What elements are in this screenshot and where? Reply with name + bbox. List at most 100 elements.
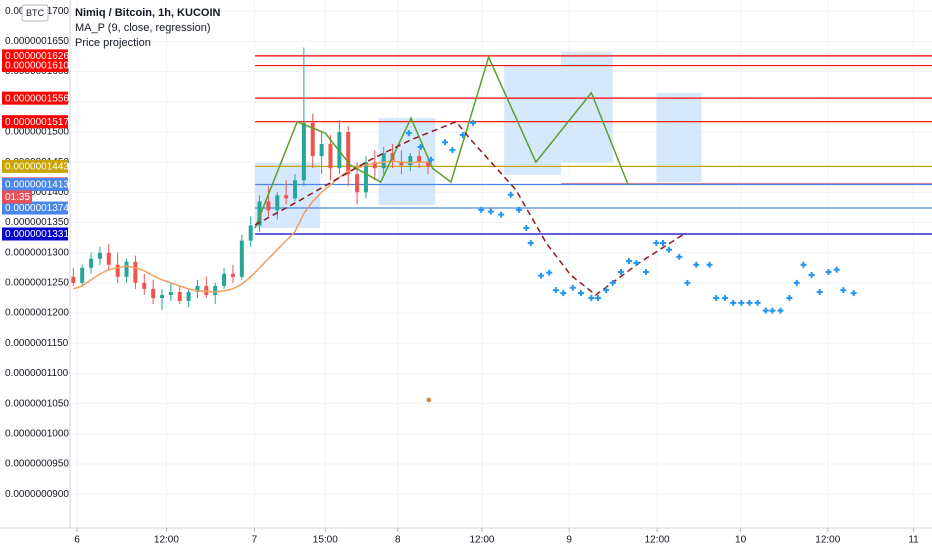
y-tick-label: 0.0000001400: [5, 187, 69, 198]
candle-body: [363, 162, 368, 193]
x-tick-label: 11: [908, 535, 919, 546]
x-tick-label: 12:00: [469, 535, 494, 546]
projection-zone: [504, 64, 562, 175]
projection-point: [786, 294, 793, 301]
chart-title: Nimiq / Bitcoin, 1h, KUCOIN: [75, 7, 221, 19]
candle-body: [346, 131, 351, 175]
level-label-bg: [2, 201, 68, 215]
y-tick-label: 0.0000000950: [5, 459, 69, 470]
candle-body: [142, 282, 147, 289]
level-label-bg: [2, 91, 68, 105]
candle-body: [115, 264, 120, 277]
level-label-bg: [2, 227, 68, 241]
candle-body: [195, 285, 200, 292]
projection-point: [569, 284, 576, 291]
candle-body: [275, 195, 280, 211]
candle-body: [222, 273, 227, 286]
candle-body: [168, 291, 173, 295]
candle-body: [160, 294, 165, 298]
candle-body: [89, 258, 94, 268]
level-label: 0.0000001413: [5, 180, 69, 191]
candle-body: [151, 288, 156, 298]
x-tick-label: 12:00: [154, 535, 179, 546]
projection-point: [722, 294, 729, 301]
price-axis-bg: [0, 0, 70, 528]
indicator-label: MA_P (9, close, regression): [75, 22, 211, 34]
candle-body: [230, 273, 235, 277]
y-tick-label: 0.0000001500: [5, 127, 69, 138]
y-tick-label: 0.0000001150: [5, 338, 69, 349]
candle-body: [417, 156, 422, 163]
projection-point: [417, 144, 424, 151]
level-label-bg: [2, 115, 68, 129]
candle-body: [328, 144, 333, 169]
currency: BTC: [26, 8, 45, 18]
candle-body: [204, 285, 209, 295]
projection-point: [603, 287, 610, 294]
candle-body: [177, 291, 182, 302]
projection-point: [840, 287, 847, 294]
candle-body: [372, 162, 377, 169]
projection-point: [793, 279, 800, 286]
projection-point: [507, 191, 514, 198]
projection-point: [816, 288, 823, 295]
projection-point: [738, 299, 745, 306]
candle-body: [284, 195, 289, 199]
projection-point: [577, 290, 584, 297]
projection-point: [487, 208, 494, 215]
level-label-bg: [2, 177, 68, 191]
currency-badge[interactable]: [21, 4, 49, 22]
zigzag-line: [254, 54, 629, 229]
trend-line: [254, 120, 687, 296]
x-tick-label: 12:00: [815, 535, 840, 546]
projection-point: [527, 240, 534, 247]
y-tick-label: 0.0000001200: [5, 308, 69, 319]
level-label: 0.0000001610: [5, 61, 69, 72]
projection-point: [754, 299, 761, 306]
projection-point: [653, 240, 660, 247]
indicator-label: Price projection: [75, 37, 151, 49]
y-tick-label: 0.0000001650: [5, 36, 69, 47]
level-label: 0.0000001626: [5, 51, 69, 62]
projection-point: [746, 299, 753, 306]
y-tick-label: 0.0000001350: [5, 217, 69, 228]
level-label: 0.0000001517: [5, 117, 69, 128]
projection-point: [470, 119, 477, 126]
x-tick-label: 7: [252, 535, 258, 546]
candle-body: [239, 240, 244, 277]
candle-body: [301, 122, 306, 181]
y-tick-label: 0.0000001050: [5, 398, 69, 409]
projection-point: [546, 269, 553, 276]
y-tick-label: 0.0000001250: [5, 278, 69, 289]
level-label: 0.0000001374: [5, 203, 69, 214]
x-tick-label: 6: [74, 535, 80, 546]
candle-body: [319, 144, 324, 157]
x-tick-label: 12:00: [645, 535, 670, 546]
projection-point: [833, 266, 840, 273]
x-tick-label: 15:00: [313, 535, 338, 546]
candle-body: [213, 285, 218, 295]
candle-body: [293, 180, 298, 199]
projection-point: [762, 307, 769, 314]
candle-body: [80, 267, 85, 283]
projection-point: [560, 290, 567, 297]
candle-body: [381, 153, 386, 169]
candle-body: [186, 291, 191, 302]
countdown: 01:35: [5, 192, 30, 203]
projection-point: [478, 206, 485, 213]
projection-point: [808, 272, 815, 279]
projection-point: [617, 269, 624, 276]
candle-body: [133, 261, 138, 283]
projection-point: [626, 258, 633, 265]
projection-point: [459, 131, 466, 138]
projection-point: [660, 240, 667, 247]
level-label: 0.0000001556: [5, 93, 69, 104]
level-label-bg: [2, 59, 68, 73]
projection-point: [730, 299, 737, 306]
projection-point: [825, 269, 832, 276]
projection-point: [633, 259, 640, 266]
candle-body: [310, 122, 315, 157]
countdown-bg: [2, 190, 32, 204]
x-tick-label: 8: [395, 535, 401, 546]
projection-point: [800, 261, 807, 268]
